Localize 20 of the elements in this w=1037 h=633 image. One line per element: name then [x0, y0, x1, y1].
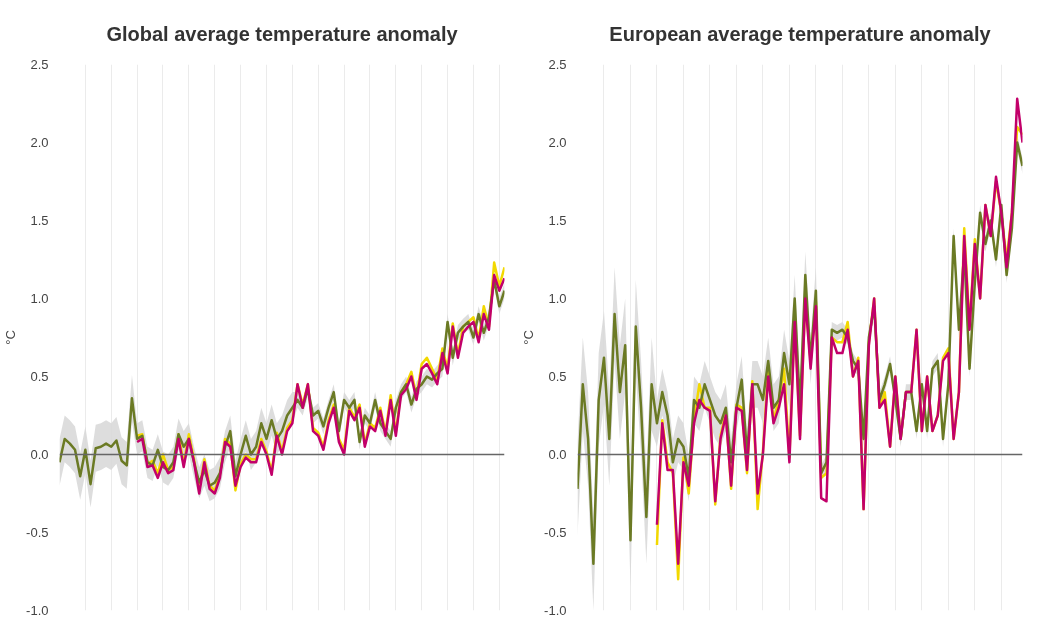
y-tick-label: -1.0	[26, 603, 49, 618]
y-tick-label: 0.0	[548, 447, 567, 462]
y-axis-title: °C	[3, 330, 19, 345]
y-tick-label: 0.5	[30, 369, 49, 384]
y-axis-title: °C	[521, 330, 537, 345]
y-tick-label: 1.0	[30, 291, 49, 306]
y-tick-label: -0.5	[544, 525, 567, 540]
y-tick-label: 0.5	[548, 369, 567, 384]
chart-title: European average temperature anomaly	[609, 22, 992, 45]
chart-title: Global average temperature anomaly	[106, 22, 459, 45]
y-tick-label: 2.0	[548, 135, 567, 150]
y-tick-label: 2.0	[30, 135, 49, 150]
y-tick-label: 0.0	[30, 447, 49, 462]
y-tick-label: -0.5	[26, 525, 49, 540]
y-tick-label: 1.0	[548, 291, 567, 306]
y-tick-label: 2.5	[30, 57, 49, 72]
y-tick-label: 1.5	[548, 213, 567, 228]
y-tick-label: 1.5	[30, 213, 49, 228]
y-tick-label: -1.0	[544, 603, 567, 618]
y-tick-label: 2.5	[548, 57, 567, 72]
